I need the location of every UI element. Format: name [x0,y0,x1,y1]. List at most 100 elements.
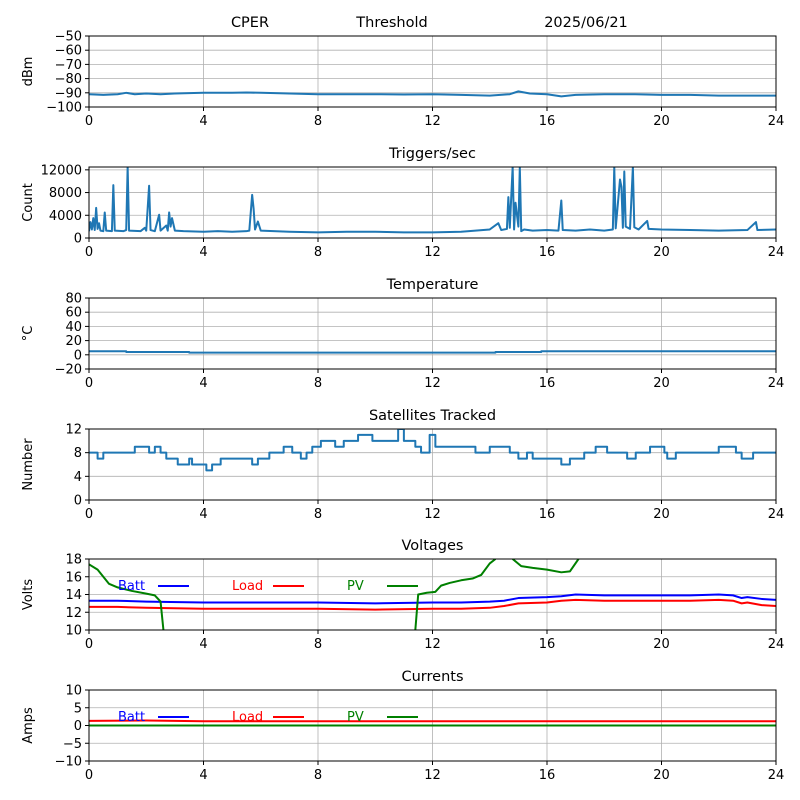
panel-title: Voltages [402,538,464,554]
x-tick-label: 8 [314,768,322,783]
y-axis-label: Amps [21,707,36,744]
y-tick-label: 0 [74,348,82,363]
mode-label: Threshold [355,15,427,31]
y-tick-label: 4000 [49,209,82,224]
x-tick-label: 24 [768,245,785,260]
y-tick-label: 4 [74,470,82,485]
x-tick-label: 16 [539,507,556,522]
series-line-load [89,598,776,611]
x-tick-label: 20 [653,507,670,522]
x-tick-label: 16 [539,637,556,652]
series-group [89,559,776,630]
legend-label-pv: PV [347,710,364,725]
x-tick-label: 0 [85,507,93,522]
y-tick-label: 8000 [49,186,82,201]
panel-title: Currents [401,669,463,685]
series-group [89,350,776,354]
x-tick-label: 0 [85,637,93,652]
series-line-pv [89,563,165,630]
series-group [89,719,776,727]
x-tick-label: 0 [85,245,93,260]
y-tick-label: 40 [65,320,82,335]
panel-triggers: 0 4 8 12 16 20 24 0 4000 8000 12000 Triggers/sec Cou… [21,146,784,260]
legend-label-load: Load [232,710,263,725]
y-tick-label: 10 [65,624,82,639]
y-tick-label: 12000 [41,163,82,178]
x-tick-label: 8 [314,245,322,260]
y-tick-label: 8 [74,446,82,461]
legend-label-batt: Batt [118,579,145,594]
x-tick-label: 24 [768,376,785,391]
x-tick-label: 0 [85,114,93,129]
series-line-temperature [89,350,776,354]
series-group [89,429,776,472]
series-line-triggers [89,167,776,234]
x-tick-label: 24 [768,768,785,783]
y-tick-label: −20 [55,363,82,378]
x-tick-label: 24 [768,507,785,522]
x-tick-label: 8 [314,376,322,391]
x-tick-label: 16 [539,768,556,783]
y-tick-label: 20 [65,334,82,349]
y-tick-label: 14 [65,588,82,603]
figure-header: CPER Threshold 2025/06/21 [231,15,628,31]
series-group [89,167,776,234]
x-tick-label: 4 [199,637,207,652]
y-tick-label: 5 [74,701,82,716]
x-tick-label: 12 [424,768,441,783]
y-tick-label: 16 [65,570,82,585]
x-tick-label: 16 [539,114,556,129]
x-tick-label: 20 [653,114,670,129]
y-axis-label: Volts [21,579,36,611]
y-axis-label: °C [21,326,36,342]
x-tick-label: 4 [199,376,207,391]
x-tick-label: 20 [653,768,670,783]
y-tick-label: −100 [46,101,82,116]
x-tick-label: 12 [424,376,441,391]
legend-label-pv: PV [347,579,364,594]
y-axis-label: dBm [21,57,36,87]
x-tick-label: 12 [424,507,441,522]
panel-noise: 0 4 8 12 16 20 24 −100−90−80−70−60−50 dBm [21,30,784,130]
series-line-batt [89,593,776,605]
x-tick-label: 20 [653,245,670,260]
y-axis-label: Count [21,183,36,222]
series-line-satellites [89,429,776,472]
panel-voltages: 0 4 8 12 16 20 24 10 12 14 16 18 Voltages Volts Batt Lo… [21,538,784,652]
y-tick-label: 80 [65,292,82,307]
x-tick-label: 16 [539,376,556,391]
date-label: 2025/06/21 [544,15,628,31]
x-tick-label: 16 [539,245,556,260]
series-line-load [89,719,776,723]
panel-title: Triggers/sec [388,146,476,162]
x-tick-label: 12 [424,245,441,260]
x-tick-label: 4 [199,507,207,522]
x-tick-label: 4 [199,114,207,129]
y-tick-label: −5 [63,737,82,752]
y-tick-label: 18 [65,553,82,568]
x-tick-label: 12 [424,114,441,129]
x-tick-label: 8 [314,114,322,129]
y-tick-label: 0 [74,232,82,247]
x-tick-label: 12 [424,637,441,652]
y-tick-label: −60 [55,44,82,59]
x-tick-label: 8 [314,507,322,522]
y-tick-label: −90 [55,86,82,101]
series-group [89,90,776,98]
y-tick-label: −80 [55,72,82,87]
panel-currents: 0 4 8 12 16 20 24 −10 −5 0 5 10 Currents Amps Batt Load… [21,669,784,783]
y-tick-label: 0 [74,719,82,734]
x-tick-label: 8 [314,637,322,652]
y-tick-label: 10 [65,684,82,699]
y-tick-label: 12 [65,423,82,438]
x-tick-label: 0 [85,376,93,391]
x-tick-label: 0 [85,768,93,783]
y-tick-label: 12 [65,606,82,621]
y-axis-label: Number [21,438,36,491]
panel-satellites: 0 4 8 12 16 20 24 0 4 8 12 Satellites Tracked Number [21,408,784,522]
legend-label-batt: Batt [118,710,145,725]
panel-title: Satellites Tracked [369,408,496,424]
legend-label-load: Load [232,579,263,594]
